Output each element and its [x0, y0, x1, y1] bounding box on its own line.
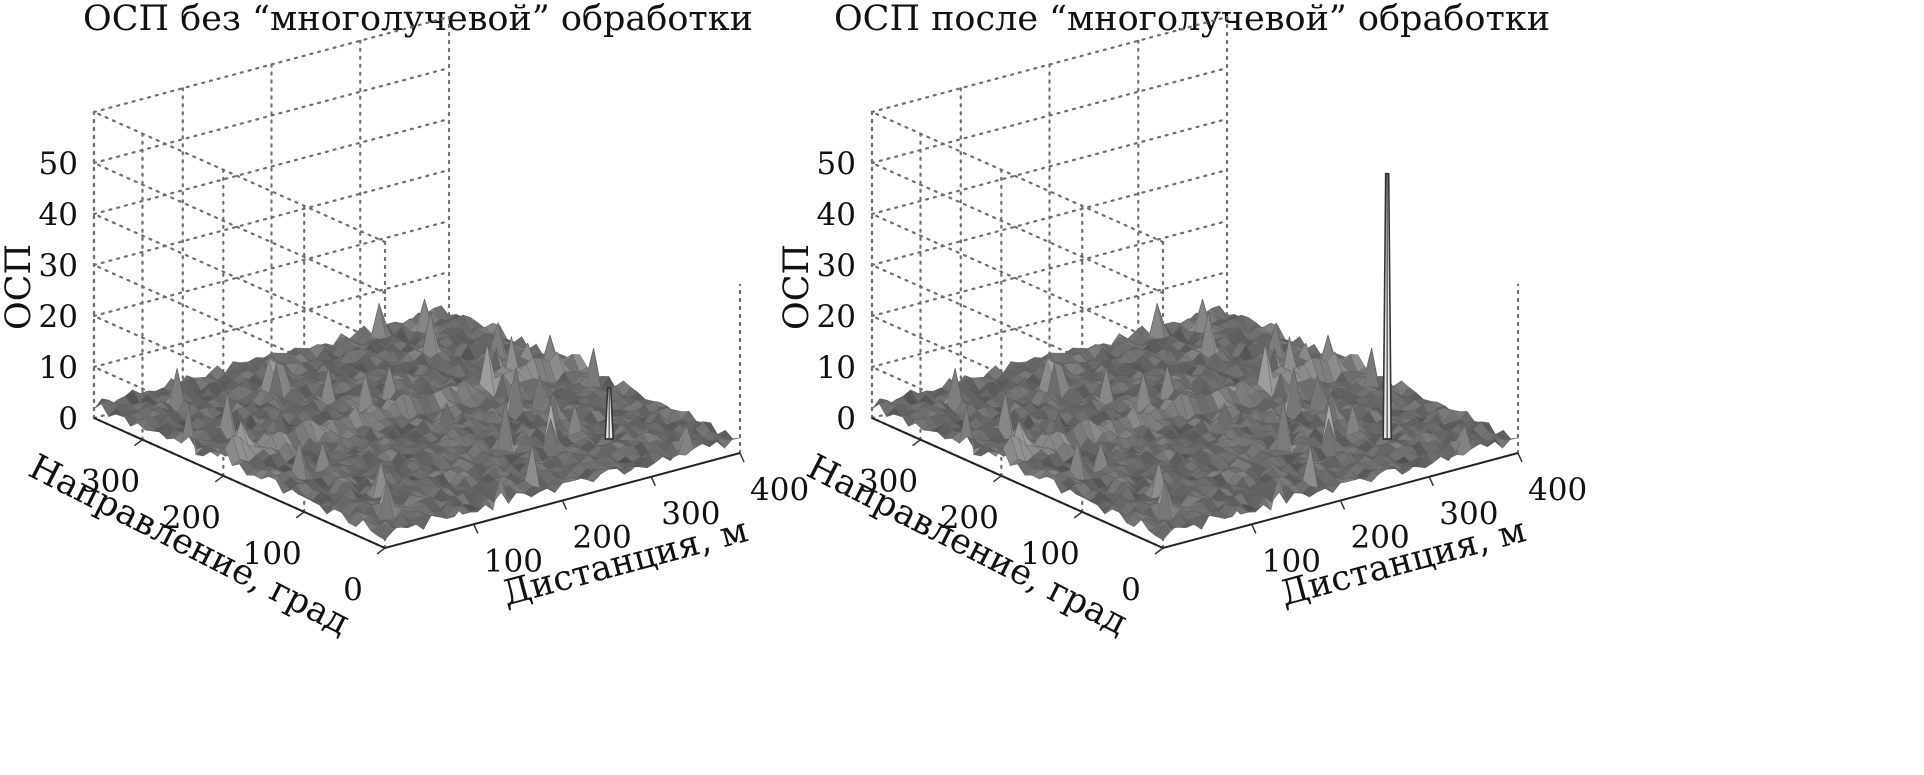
- y-tick-label: 0: [343, 572, 363, 608]
- x-tick-label: 100: [1262, 543, 1321, 579]
- y-tick-mark: [992, 475, 1002, 483]
- surface-cell: [1502, 437, 1519, 440]
- z-tick-label: 40: [817, 197, 856, 233]
- gridline-side-z: [870, 110, 1165, 244]
- y-tick-label: 200: [162, 500, 221, 536]
- z-tick-label: 0: [58, 401, 78, 437]
- y-tick-label: 200: [940, 500, 999, 536]
- x-tick-mark: [1339, 500, 1346, 510]
- x-tick-mark: [650, 476, 656, 487]
- z-axis-label: ОСП: [0, 244, 39, 330]
- surface-cell: [724, 437, 741, 440]
- z-tick-label: 50: [817, 146, 856, 182]
- x-tick-label: 200: [1351, 520, 1410, 556]
- y-tick-mark: [1154, 547, 1164, 555]
- gridline-side-z: [92, 110, 387, 244]
- y-tick-label: 300: [81, 464, 140, 500]
- x-tick-mark: [1428, 476, 1434, 487]
- chart-title: ОСП после “многолучевой” обработки: [834, 0, 1550, 39]
- y-tick-mark: [1073, 511, 1083, 519]
- y-tick-mark: [295, 511, 305, 519]
- x-tick-label: 100: [484, 543, 543, 579]
- z-tick-label: 40: [39, 197, 78, 233]
- peak-spike: [604, 387, 615, 440]
- gridline-side-z: [92, 161, 387, 295]
- z-tick-label: 20: [39, 299, 78, 335]
- y-tick-mark: [376, 547, 386, 555]
- x-tick-mark: [1517, 452, 1523, 463]
- y-tick-mark: [134, 439, 143, 447]
- gridline-back-z: [870, 117, 1229, 216]
- x-tick-label: 400: [750, 472, 809, 508]
- z-tick-label: 0: [836, 401, 856, 437]
- y-tick-mark: [214, 475, 224, 483]
- x-tick-label: 200: [573, 520, 632, 556]
- chart-title: ОСП без “многолучевой” обработки: [83, 0, 753, 39]
- gridline-side-z: [92, 212, 387, 346]
- gridline-side-z: [870, 161, 1165, 295]
- panel-with-multipath: ОСП после “многолучевой” обработки 0 10 20 3…: [777, 0, 1587, 643]
- y-tick-label: 100: [1021, 536, 1080, 572]
- gridline-back-z: [92, 219, 451, 318]
- x-tick-label: 300: [661, 496, 720, 532]
- z-tick-label: 20: [817, 299, 856, 335]
- y-tick-mark: [912, 439, 921, 447]
- gridline-back-z: [870, 219, 1229, 318]
- x-tick-mark: [1251, 523, 1257, 534]
- gridline-side-z: [870, 212, 1165, 346]
- z-tick-label: 30: [817, 248, 856, 284]
- y-tick-label: 100: [243, 536, 302, 572]
- peak-spike: [1382, 172, 1393, 440]
- y-tick-label: 300: [859, 464, 918, 500]
- x-tick-label: 400: [1528, 472, 1587, 508]
- surface-mesh: [93, 298, 741, 541]
- panel-without-multipath: ОСП без “многолучевой” обработки 0 10 20 30 4…: [0, 0, 809, 643]
- y-tick-label: 0: [1121, 572, 1141, 608]
- z-tick-label: 10: [39, 350, 78, 386]
- x-tick-mark: [473, 523, 479, 534]
- surface-mesh: [871, 298, 1519, 541]
- x-tick-label: 300: [1439, 496, 1498, 532]
- z-tick-label: 30: [39, 248, 78, 284]
- z-axis-label: ОСП: [777, 244, 817, 330]
- z-tick-label: 10: [817, 350, 856, 386]
- x-tick-mark: [739, 452, 745, 463]
- z-tick-label: 50: [39, 146, 78, 182]
- gridline-back-z: [92, 117, 451, 216]
- x-tick-mark: [561, 500, 568, 510]
